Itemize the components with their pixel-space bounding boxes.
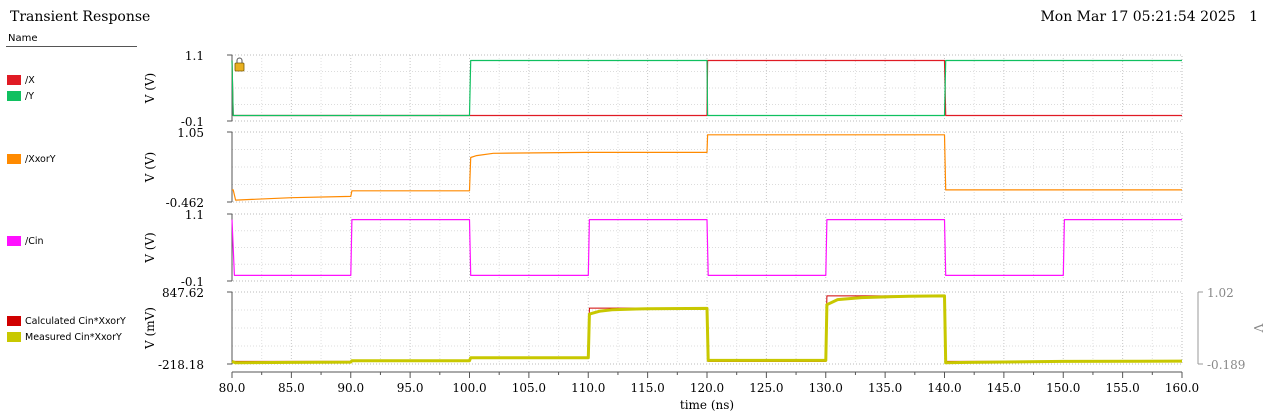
- lock-icon: [234, 62, 245, 72]
- legend-item[interactable]: Calculated Cin*XxorY: [7, 315, 126, 327]
- x-tick-label: 120.0: [690, 381, 724, 395]
- series-line-y: [231, 59, 1182, 117]
- legend-swatch: [7, 332, 21, 342]
- series-line-measured-cin-xxory: [231, 294, 1183, 365]
- x-tick-label: 130.0: [809, 381, 843, 395]
- y-tick-label-bottom: -0.1: [181, 115, 204, 129]
- name-column-divider: [6, 46, 137, 47]
- x-tick-label: 160.0: [1165, 381, 1199, 395]
- y-axis-label: V (V): [143, 152, 157, 184]
- y-tick-label-top: 847.62: [162, 286, 204, 300]
- y-axis-label: V (V): [143, 73, 157, 105]
- x-tick-label: 95.0: [397, 381, 424, 395]
- legend-label: /Y: [25, 90, 35, 102]
- legend-item[interactable]: Measured Cin*XxorY: [7, 331, 122, 343]
- legend-item[interactable]: /X: [7, 74, 35, 86]
- legend-item[interactable]: /Y: [7, 90, 34, 102]
- legend-swatch: [7, 154, 21, 164]
- y-axis-label: V (V): [143, 232, 157, 264]
- legend-swatch: [7, 75, 21, 85]
- lock-icon-shackle: [236, 57, 243, 63]
- timestamp: Mon Mar 17 05:21:54 2025 1: [1040, 9, 1258, 25]
- y-axis-label: V (mV): [143, 307, 157, 350]
- x-tick-label: 150.0: [1046, 381, 1080, 395]
- y-tick-label-bottom: -218.18: [158, 358, 204, 372]
- y-tick-label-bottom: -0.462: [166, 196, 204, 210]
- legend-label: /Cin: [25, 235, 44, 247]
- x-tick-label: 110.0: [571, 381, 605, 395]
- x-tick-label: 80.0: [219, 381, 246, 395]
- x-tick-label: 105.0: [512, 381, 546, 395]
- x-tick-label: 145.0: [987, 381, 1021, 395]
- x-tick-label: 140.0: [927, 381, 961, 395]
- right-axis-tick-top: 1.02: [1207, 286, 1234, 300]
- right-axis-label: V: [1251, 323, 1265, 333]
- x-tick-label: 90.0: [337, 381, 364, 395]
- series-line-cin: [231, 219, 1182, 276]
- y-tick-label-top: 1.1: [185, 208, 204, 222]
- x-tick-label: 125.0: [749, 381, 783, 395]
- series-line-xxory: [232, 134, 1182, 201]
- y-tick-label-top: 1.05: [177, 126, 204, 140]
- legend-swatch: [7, 236, 21, 246]
- legend-swatch: [7, 91, 21, 101]
- x-tick-label: 135.0: [868, 381, 902, 395]
- plot-title: Transient Response: [10, 9, 151, 25]
- legend-swatch: [7, 316, 21, 326]
- name-column-header: Name: [8, 33, 38, 44]
- x-tick-label: 115.0: [630, 381, 664, 395]
- x-tick-label: 85.0: [278, 381, 305, 395]
- page-number: 1: [1249, 9, 1258, 25]
- y-tick-label-top: 1.1: [185, 49, 204, 63]
- x-axis-label: time (ns): [680, 398, 734, 412]
- x-tick-label: 100.0: [452, 381, 486, 395]
- legend-label: /XxorY: [25, 153, 56, 165]
- legend-label: Measured Cin*XxorY: [25, 331, 122, 343]
- legend-label: Calculated Cin*XxorY: [25, 315, 126, 327]
- right-axis-tick-bottom: -0.189: [1207, 358, 1245, 372]
- y-tick-label-bottom: -0.1: [181, 275, 204, 289]
- x-tick-label: 155.0: [1105, 381, 1139, 395]
- timestamp-text: Mon Mar 17 05:21:54 2025: [1040, 9, 1236, 25]
- legend-item[interactable]: /Cin: [7, 235, 44, 247]
- legend-label: /X: [25, 74, 35, 86]
- legend-item[interactable]: /XxorY: [7, 153, 56, 165]
